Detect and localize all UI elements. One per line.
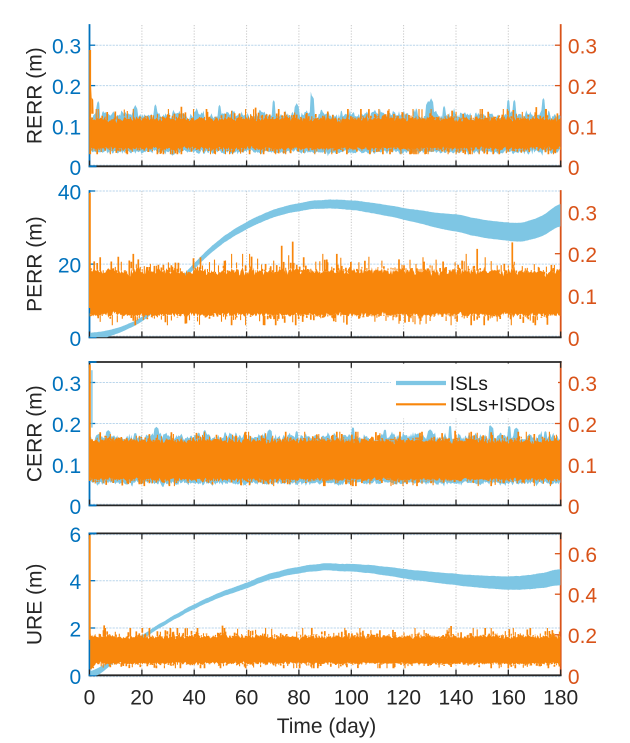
svg-text:PERR (m): PERR (m) xyxy=(24,216,47,312)
svg-text:0.6: 0.6 xyxy=(568,544,597,567)
svg-text:0: 0 xyxy=(568,496,580,519)
svg-text:0.3: 0.3 xyxy=(568,36,597,59)
svg-text:0: 0 xyxy=(70,328,82,351)
svg-text:80: 80 xyxy=(287,687,310,710)
svg-text:0.1: 0.1 xyxy=(568,116,597,139)
svg-text:ISLs: ISLs xyxy=(450,374,488,395)
svg-text:160: 160 xyxy=(491,687,526,710)
svg-text:0: 0 xyxy=(84,687,96,710)
svg-text:Time (day): Time (day) xyxy=(277,715,377,738)
svg-text:0.3: 0.3 xyxy=(52,36,81,59)
svg-text:0.2: 0.2 xyxy=(568,244,597,267)
svg-text:0.2: 0.2 xyxy=(568,414,597,437)
svg-text:ISLs+ISDOs: ISLs+ISDOs xyxy=(450,395,555,416)
svg-text:0: 0 xyxy=(568,328,580,351)
svg-text:0.4: 0.4 xyxy=(568,585,598,608)
svg-text:0: 0 xyxy=(70,666,82,689)
svg-text:0.2: 0.2 xyxy=(568,76,597,99)
svg-text:0.1: 0.1 xyxy=(568,286,597,309)
svg-text:0.1: 0.1 xyxy=(568,455,597,478)
svg-text:0.2: 0.2 xyxy=(52,76,81,99)
svg-text:0: 0 xyxy=(70,157,82,180)
svg-text:0.3: 0.3 xyxy=(568,202,597,225)
svg-text:4: 4 xyxy=(70,571,82,594)
svg-text:2: 2 xyxy=(70,619,82,642)
svg-text:0: 0 xyxy=(70,496,82,519)
svg-text:40: 40 xyxy=(58,181,81,204)
svg-text:URE (m): URE (m) xyxy=(24,563,47,645)
svg-text:60: 60 xyxy=(235,687,258,710)
svg-text:100: 100 xyxy=(334,687,369,710)
svg-text:0.1: 0.1 xyxy=(52,116,81,139)
svg-text:0: 0 xyxy=(568,666,580,689)
svg-text:20: 20 xyxy=(130,687,153,710)
svg-text:0.2: 0.2 xyxy=(52,414,81,437)
svg-text:0.3: 0.3 xyxy=(52,373,81,396)
svg-text:RERR (m): RERR (m) xyxy=(24,47,47,144)
svg-text:180: 180 xyxy=(543,687,578,710)
svg-text:140: 140 xyxy=(438,687,473,710)
svg-text:20: 20 xyxy=(58,255,81,278)
svg-text:0.1: 0.1 xyxy=(52,455,81,478)
svg-text:0: 0 xyxy=(568,157,580,180)
svg-text:40: 40 xyxy=(183,687,206,710)
svg-text:120: 120 xyxy=(386,687,421,710)
svg-text:0.2: 0.2 xyxy=(568,625,597,648)
svg-text:6: 6 xyxy=(70,524,82,547)
svg-text:CERR (m): CERR (m) xyxy=(24,385,47,482)
svg-text:0.3: 0.3 xyxy=(568,373,597,396)
